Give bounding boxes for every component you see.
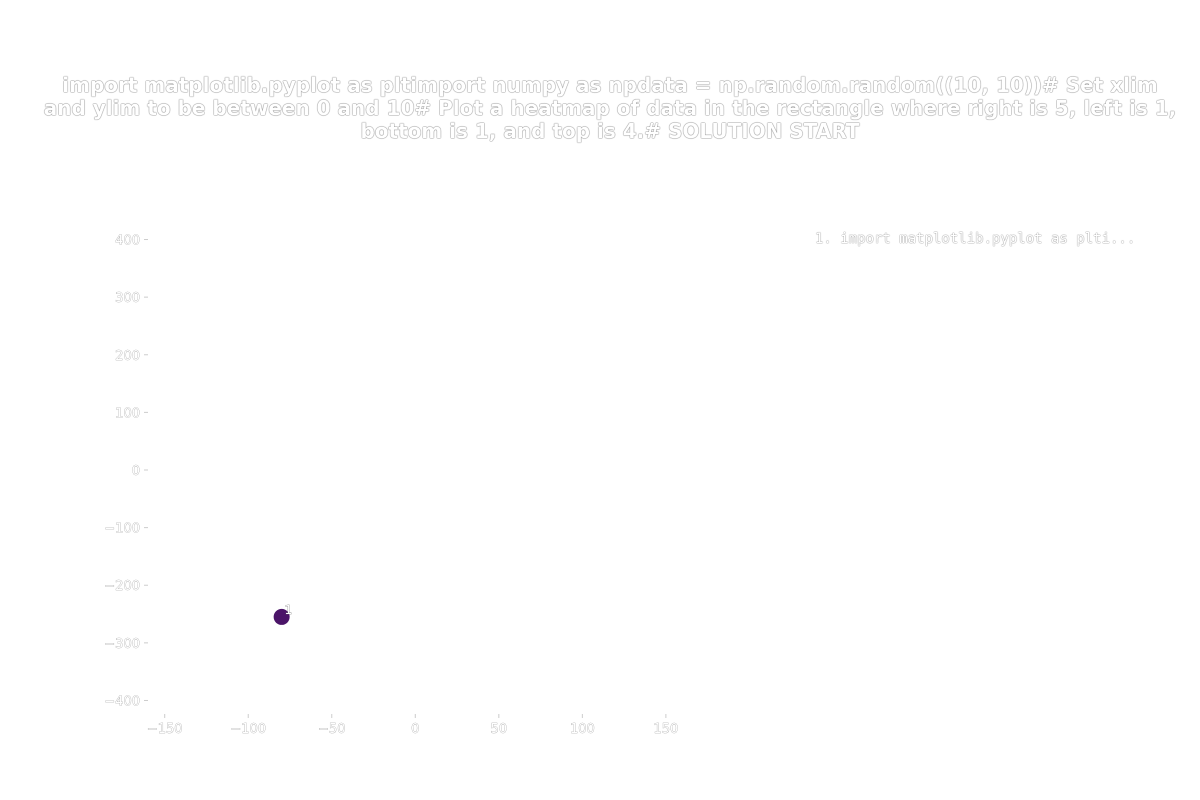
legend-entry: 1. import matplotlib.pyplot as plti...: [815, 231, 1136, 247]
data-point-label: 1: [285, 603, 293, 617]
plot-area: 1: [273, 603, 293, 625]
x-tick-label: −50: [318, 722, 345, 737]
x-tick-label: 150: [653, 722, 678, 737]
y-tick-label: 0: [132, 464, 140, 479]
y-tick-label: −300: [104, 637, 140, 652]
y-tick-label: −100: [104, 522, 140, 537]
x-tick-label: −100: [230, 722, 266, 737]
y-tick-label: −200: [104, 579, 140, 594]
x-tick-label: −150: [147, 722, 183, 737]
y-tick-label: 200: [115, 349, 140, 364]
x-tick-label: 100: [570, 722, 595, 737]
data-point: [273, 608, 290, 625]
chart-title: import matplotlib.pyplot as pltimport nu…: [43, 73, 1177, 143]
y-tick-label: 100: [115, 406, 140, 421]
y-axis: −400 −300 −200 −100 0 100 200 300 400: [104, 233, 148, 710]
y-tick-label: 400: [115, 234, 140, 249]
y-tick-label: 300: [115, 291, 140, 306]
x-tick-label: 50: [491, 722, 508, 737]
x-axis: −150 −100 −50 0 50 100 150: [147, 714, 679, 737]
y-tick-label: −400: [104, 694, 140, 709]
x-tick-label: 0: [411, 722, 419, 737]
